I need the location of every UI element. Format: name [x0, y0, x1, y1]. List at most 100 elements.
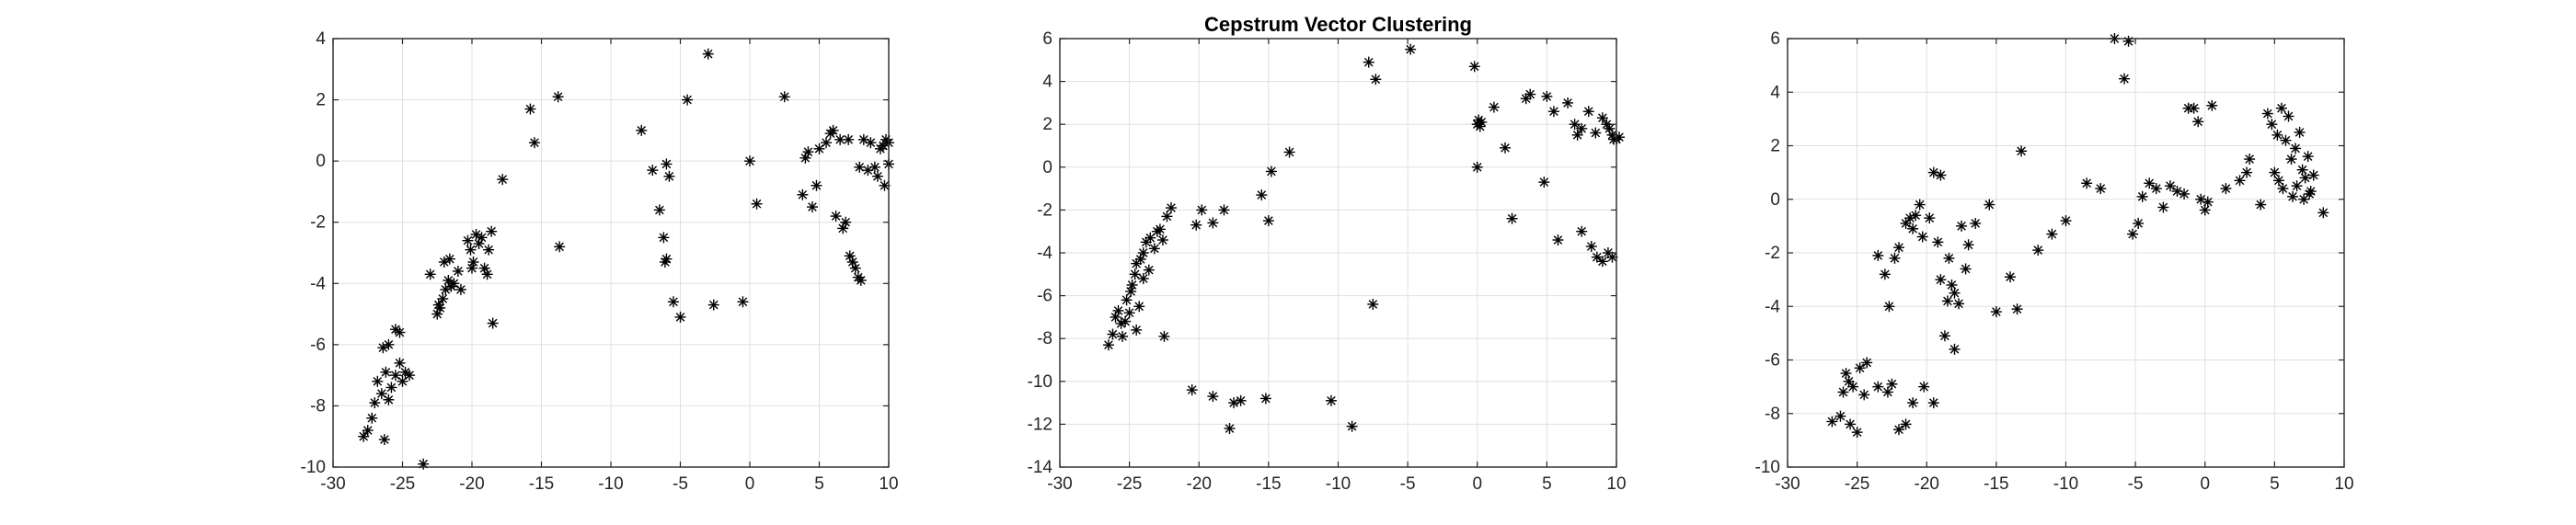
- data-point: [2188, 102, 2200, 114]
- data-point: [802, 146, 814, 158]
- y-tick-label: -10: [1028, 372, 1052, 392]
- data-point: [1861, 357, 1873, 369]
- data-point: [2266, 119, 2278, 131]
- data-point: [1953, 298, 1965, 310]
- data-point: [394, 357, 406, 369]
- y-tick-label: 2: [1042, 115, 1052, 134]
- data-point: [383, 394, 395, 405]
- data-point: [1576, 122, 1588, 134]
- data-point: [438, 256, 450, 268]
- data-point: [1858, 389, 1870, 401]
- data-point: [383, 338, 395, 350]
- data-point: [454, 283, 466, 295]
- x-tick-label: 10: [2334, 474, 2353, 494]
- data-point: [2005, 271, 2016, 283]
- x-tick-label: -30: [1775, 474, 1800, 494]
- data-point: [1984, 199, 1995, 211]
- data-point: [1468, 61, 1480, 73]
- x-tick-label: -15: [529, 474, 554, 494]
- data-point: [528, 137, 540, 149]
- data-point: [2060, 215, 2072, 227]
- data-point: [1552, 234, 1564, 246]
- data-point: [1256, 189, 1268, 201]
- data-point: [1476, 116, 1488, 128]
- x-tick-label: 5: [1542, 474, 1552, 494]
- data-point: [372, 375, 384, 387]
- data-point: [827, 124, 839, 136]
- data-point: [2122, 35, 2134, 47]
- data-point: [1186, 384, 1198, 396]
- data-point: [2164, 180, 2176, 192]
- data-point: [483, 244, 495, 256]
- data-point: [1262, 215, 1274, 227]
- x-tick-label: -25: [390, 474, 415, 494]
- data-point: [1571, 129, 1583, 141]
- y-tick-label: -10: [1755, 458, 1780, 477]
- data-point: [871, 170, 883, 182]
- data-point: [378, 434, 390, 446]
- y-tick-label: -10: [301, 458, 326, 477]
- data-point: [2150, 183, 2162, 195]
- data-point: [2241, 166, 2253, 178]
- x-tick-label: 0: [1472, 474, 1482, 494]
- y-tick-label: -8: [310, 396, 326, 416]
- data-point: [1363, 56, 1374, 68]
- data-point: [524, 103, 536, 115]
- data-point: [1889, 252, 1901, 264]
- data-point: [2287, 190, 2299, 202]
- data-point: [1840, 368, 1852, 380]
- data-point: [487, 317, 499, 329]
- data-point: [2220, 183, 2232, 195]
- data-point: [1115, 317, 1127, 329]
- data-point: [1131, 324, 1143, 336]
- data-point: [2206, 99, 2218, 111]
- x-tick-label: -10: [2053, 474, 2078, 494]
- data-point: [443, 253, 455, 265]
- data-point: [1596, 112, 1608, 124]
- data-point: [821, 137, 833, 149]
- data-point: [497, 174, 509, 186]
- data-point: [1524, 88, 1536, 100]
- data-point: [2095, 183, 2107, 195]
- data-point: [1117, 330, 1129, 342]
- data-point: [1847, 381, 1859, 393]
- data-point: [1137, 272, 1149, 284]
- data-point: [682, 94, 694, 106]
- data-point: [1547, 106, 1559, 118]
- data-point: [1886, 378, 1898, 390]
- data-point: [1946, 279, 1958, 291]
- data-point: [1102, 339, 1114, 351]
- data-point: [707, 299, 719, 311]
- data-point: [849, 262, 861, 274]
- data-point: [554, 241, 566, 253]
- data-point: [2271, 129, 2283, 141]
- data-point: [2277, 183, 2289, 195]
- data-point: [2275, 102, 2287, 114]
- data-point: [1893, 424, 1904, 436]
- data-point: [1883, 301, 1895, 313]
- data-point: [1949, 287, 1961, 299]
- y-tick-label: 0: [316, 152, 326, 171]
- data-point: [1143, 264, 1155, 276]
- data-point: [1872, 249, 1884, 261]
- y-tick-label: 0: [1770, 190, 1780, 210]
- data-point: [1228, 397, 1240, 409]
- data-point: [2136, 190, 2148, 202]
- data-point: [2133, 217, 2145, 229]
- data-point: [1137, 247, 1149, 258]
- data-point: [1126, 279, 1138, 291]
- data-point: [1990, 306, 2002, 318]
- x-tick-label: 0: [745, 474, 755, 494]
- data-point: [1916, 231, 1928, 243]
- data-point: [2127, 228, 2139, 240]
- data-point: [2255, 199, 2267, 211]
- data-point: [1207, 217, 1219, 229]
- data-point: [1488, 101, 1500, 113]
- data-point: [486, 225, 498, 237]
- data-point: [1834, 410, 1846, 422]
- x-tick-label: 10: [1606, 474, 1626, 494]
- data-point: [1881, 386, 1893, 398]
- data-point: [702, 48, 714, 60]
- data-point: [2199, 204, 2211, 216]
